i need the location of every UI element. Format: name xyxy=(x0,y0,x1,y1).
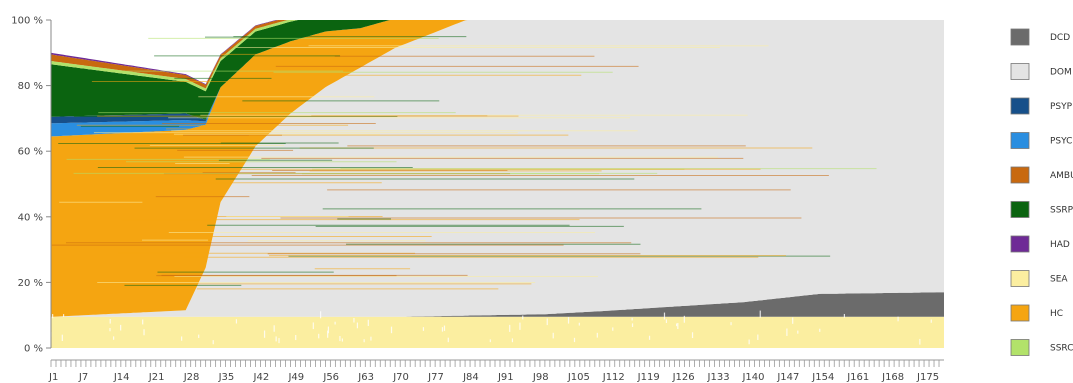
x-tick-label: J35 xyxy=(218,372,235,383)
x-tick-label: J133 xyxy=(707,372,730,383)
y-tick-label: 80 % xyxy=(18,81,43,92)
legend-swatch-had xyxy=(1010,235,1030,253)
area-sea xyxy=(51,316,944,348)
legend-label-ssrp: SSRP xyxy=(1050,206,1073,216)
legend-label-sea: SEA xyxy=(1050,275,1068,285)
y-tick-label: 40 % xyxy=(18,212,43,223)
legend-swatch-psyc xyxy=(1010,132,1030,149)
legend-label-ssrc: SSRC xyxy=(1050,344,1073,354)
y-tick-label: 0 % xyxy=(24,344,43,355)
area-dcd xyxy=(51,292,944,317)
legend-swatch-ssrc xyxy=(1010,339,1030,356)
y-tick-label: 60 % xyxy=(18,147,43,158)
x-tick-label: J98 xyxy=(532,372,549,383)
legend-label-psyc: PSYC xyxy=(1050,137,1072,147)
x-tick-label: J140 xyxy=(741,372,764,383)
x-tick-label: J28 xyxy=(183,372,200,383)
legend-swatch-ssrp xyxy=(1010,201,1030,218)
x-tick-label: J7 xyxy=(78,372,88,383)
legend-label-ambu: AMBU xyxy=(1050,171,1073,181)
x-tick-label: J56 xyxy=(322,372,339,383)
legend-swatch-psyp xyxy=(1010,97,1030,115)
x-tick-label: J63 xyxy=(357,372,374,383)
legend-swatch-ambu xyxy=(1010,166,1030,184)
legend-swatch-dcd xyxy=(1010,28,1030,46)
x-tick-label: J168 xyxy=(881,372,904,383)
x-tick-label: J175 xyxy=(916,372,939,383)
y-tick-label: 20 % xyxy=(18,278,43,289)
x-axis: J1 J7 J14 J21 J28 J35 J42 J49 J56 J63 J70 J77 J84 J91… xyxy=(48,359,944,383)
x-tick-label: J119 xyxy=(637,372,660,383)
x-tick-label: J91 xyxy=(497,372,514,383)
x-tick-label: J77 xyxy=(427,372,444,383)
x-tick-label: J112 xyxy=(602,372,625,383)
x-tick-label: J14 xyxy=(113,372,130,383)
plot-area xyxy=(51,20,944,348)
y-tick-label: 100 % xyxy=(11,16,43,27)
x-tick-label: J21 xyxy=(148,372,165,383)
x-tick-label: J49 xyxy=(287,372,304,383)
x-tick-label: J147 xyxy=(776,372,799,383)
legend-label-dom: DOM xyxy=(1050,68,1072,78)
y-axis: 0 % 20 % 40 % 60 % 80 % 100 % xyxy=(11,16,52,355)
x-tick-label: J126 xyxy=(672,372,695,383)
legend-label-psyp: PSYP xyxy=(1050,102,1073,112)
area-hc xyxy=(51,20,944,317)
x-tick-label: J1 xyxy=(48,372,58,383)
legend: DCD DOM PSYP PSYC AMBU SSRP HAD SEA HC SSRC xyxy=(1010,28,1073,356)
legend-swatch-dom xyxy=(1010,63,1030,80)
legend-label-dcd: DCD xyxy=(1050,33,1070,43)
legend-label-hc: HC xyxy=(1050,309,1063,319)
x-tick-label: J161 xyxy=(846,372,869,383)
area-ssrp xyxy=(51,20,944,120)
x-tick-label: J84 xyxy=(462,372,479,383)
trajectory-lines xyxy=(51,36,932,345)
legend-swatch-sea xyxy=(1010,270,1030,287)
x-tick-label: J42 xyxy=(253,372,270,383)
legend-swatch-hc xyxy=(1010,304,1030,322)
legend-label-had: HAD xyxy=(1050,240,1070,250)
x-tick-label: J105 xyxy=(567,372,590,383)
x-tick-label: J154 xyxy=(811,372,834,383)
x-tick-label: J70 xyxy=(392,372,409,383)
